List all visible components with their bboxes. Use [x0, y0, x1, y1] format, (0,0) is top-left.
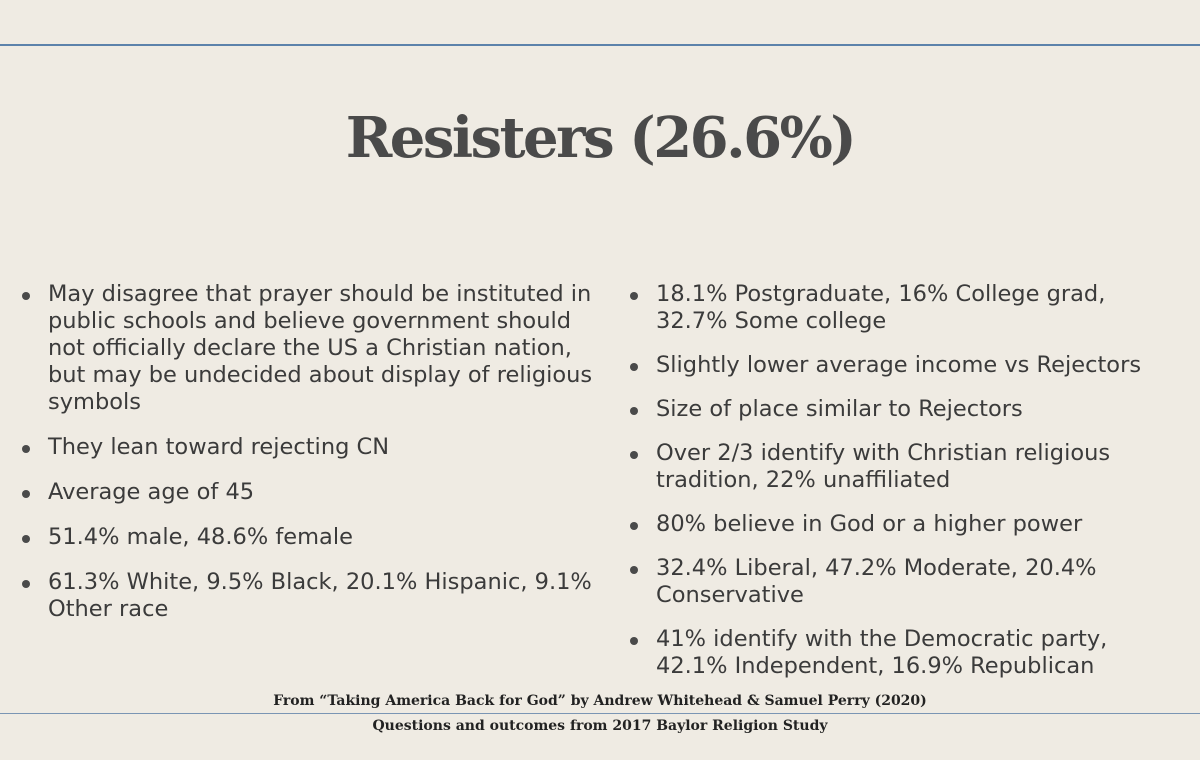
bullet-item: 51.4% male, 48.6% female — [22, 524, 602, 551]
bullet-item: 41% identify with the Democratic party, … — [630, 626, 1170, 680]
bullet-item: Average age of 45 — [22, 479, 602, 506]
bullet-item: Size of place similar to Rejectors — [630, 396, 1170, 423]
bullet-item: May disagree that prayer should be insti… — [22, 281, 602, 416]
bullet-item: They lean toward rejecting CN — [22, 434, 602, 461]
bottom-divider — [0, 713, 1200, 714]
top-divider — [0, 44, 1200, 46]
bullet-item: 18.1% Postgraduate, 16% College grad, 32… — [630, 281, 1170, 335]
bullet-item: 32.4% Liberal, 47.2% Moderate, 20.4% Con… — [630, 555, 1170, 609]
right-bullet-list: 18.1% Postgraduate, 16% College grad, 32… — [630, 281, 1170, 697]
slide-title: Resisters (26.6%) — [345, 105, 857, 171]
bullet-item: 61.3% White, 9.5% Black, 20.1% Hispanic,… — [22, 569, 602, 623]
study-citation: Questions and outcomes from 2017 Baylor … — [372, 718, 828, 734]
bullet-item: 80% believe in God or a higher power — [630, 511, 1170, 538]
bullet-item: Slightly lower average income vs Rejecto… — [630, 352, 1170, 379]
bullet-item: Over 2/3 identify with Christian religio… — [630, 440, 1170, 494]
left-bullet-list: May disagree that prayer should be insti… — [22, 281, 602, 641]
source-citation: From “Taking America Back for God” by An… — [273, 693, 927, 709]
